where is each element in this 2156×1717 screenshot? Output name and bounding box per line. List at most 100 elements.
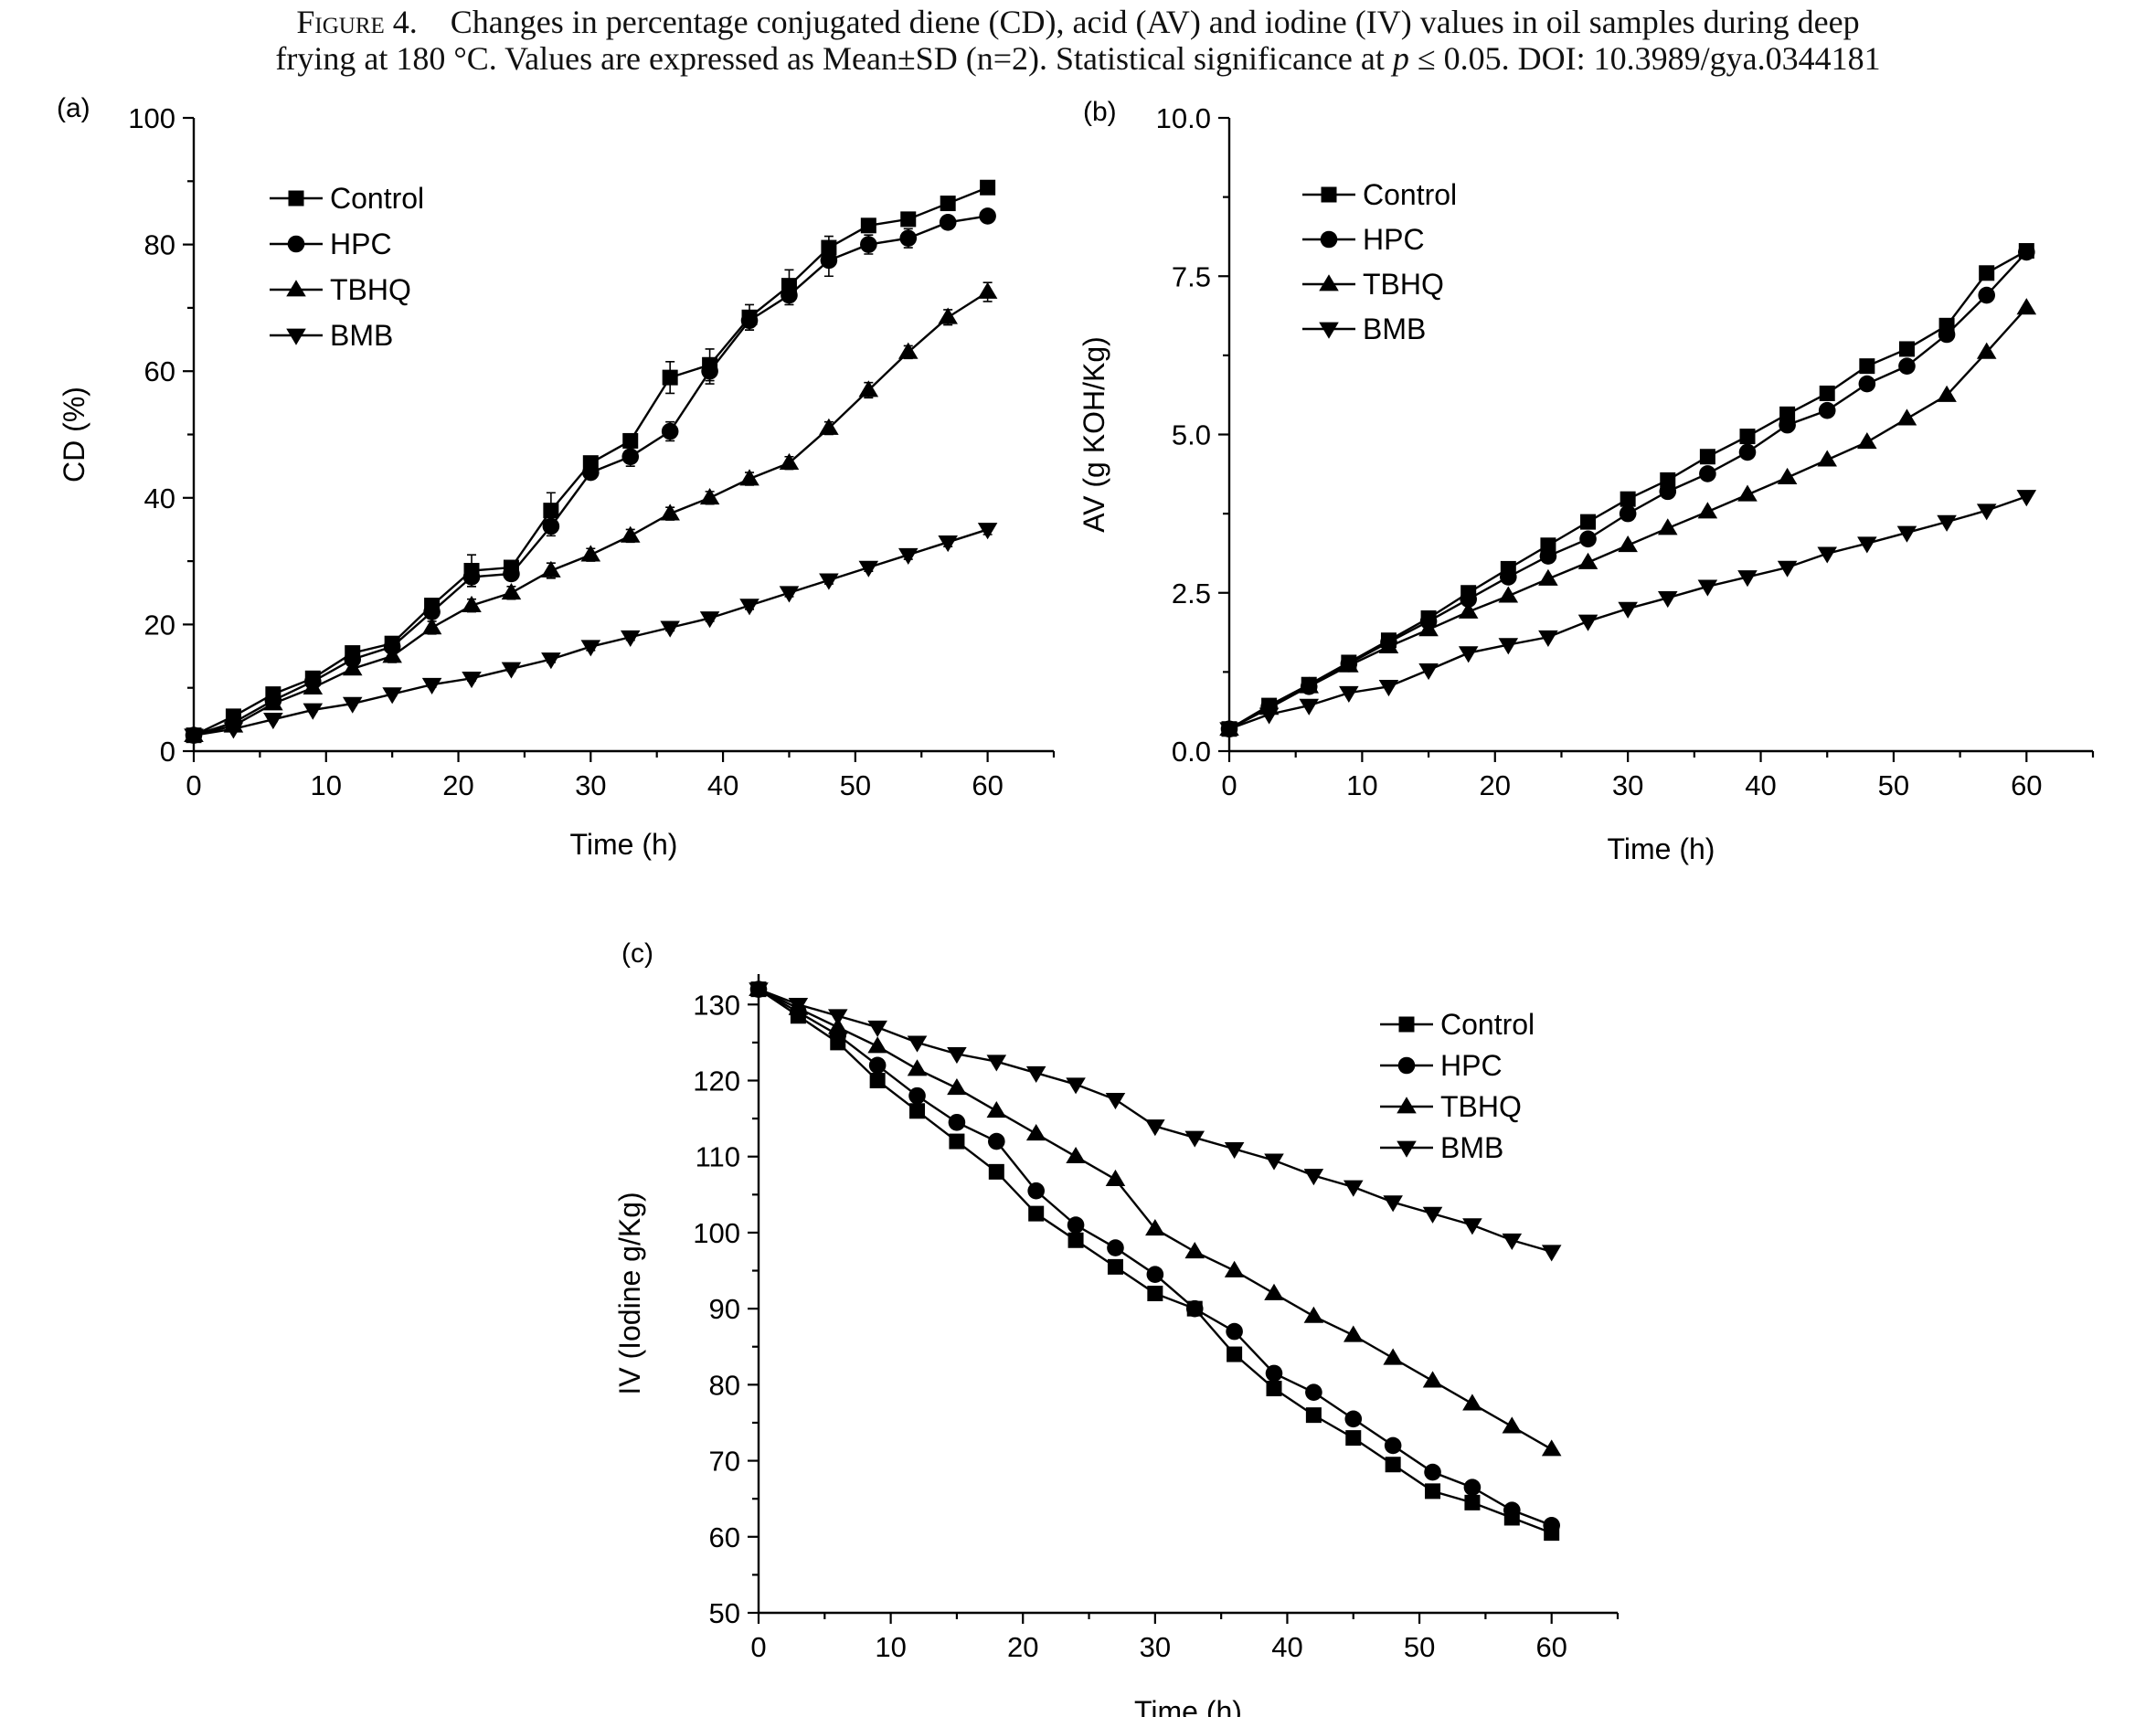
panel-c-control-point [949, 1133, 965, 1150]
panel-a-hpc-point [820, 251, 838, 270]
panel-c-tbhq-point [1224, 1260, 1245, 1277]
panel-a-hpc-point [582, 463, 600, 482]
panel-a-series-bmb [184, 523, 998, 746]
panel-a-x-tick-label: 0 [186, 769, 201, 801]
panel-c-hpc-point [1503, 1501, 1521, 1519]
panel-a-hpc-point [860, 236, 877, 253]
panel-c-hpc-point [1463, 1479, 1482, 1496]
panel-a-chart: (a) 0 10 20 30 40 50 60 0 20 40 60 80 100 Time (h) CD (… [57, 93, 1056, 861]
caption-text-2: frying at 180 °C. Values are expressed a… [275, 40, 1393, 77]
panel-c-bmb-point [947, 1047, 967, 1065]
panel-b-hpc-point [1898, 357, 1916, 375]
panel-a-tbhq-point [779, 452, 800, 471]
panel-c-bmb-point [749, 982, 769, 1000]
panel-b-legend-marker [1319, 322, 1339, 339]
panel-c-hpc-point [1424, 1463, 1441, 1481]
panel-c-legend-marker [1398, 1016, 1415, 1033]
panel-a-tbhq-point [421, 618, 442, 635]
panel-b-x-tick-label: 20 [1480, 769, 1511, 801]
panel-b-tbhq-point [1418, 620, 1439, 637]
panel-c-legend-label: Control [1440, 1008, 1535, 1041]
panel-c-bmb-point [1502, 1233, 1523, 1251]
panel-c-tbhq-point [1422, 1371, 1443, 1388]
panel-c-hpc-point [1107, 1239, 1124, 1256]
panel-a-series-control [186, 179, 996, 744]
panel-b-legend-label: BMB [1363, 313, 1426, 345]
panel-a-control-point [900, 211, 917, 228]
panel-a-bmb-point [223, 722, 244, 739]
panel-a-bmb-point [541, 652, 561, 670]
panel-a-bmb-point [938, 535, 958, 553]
panel-a-tbhq-point [858, 380, 879, 397]
caption-figure-label: Figure 4. [296, 4, 418, 40]
panel-b-bmb-point [1937, 514, 1957, 532]
panel-b-control-point [1859, 358, 1875, 375]
panel-a-bmb-point [858, 560, 879, 578]
panel-a-bmb-point [462, 671, 482, 689]
panel-b-y-tick-label: 5.0 [1172, 419, 1211, 451]
panel-b-tbhq-point [1458, 601, 1479, 619]
panel-a-tbhq-point [501, 582, 522, 600]
panel-c-y-tick-label: 60 [709, 1521, 740, 1553]
panel-c-x-tick-label: 20 [1007, 1631, 1038, 1663]
panel-b-bmb-point [1259, 707, 1280, 725]
panel-c-tbhq-point [1066, 1146, 1086, 1164]
panel-a-hpc-point [462, 568, 481, 586]
panel-b-hpc-point [1858, 375, 1876, 393]
panel-b-tbhq-point [1339, 655, 1359, 673]
panel-b-hpc-point [1539, 547, 1557, 565]
panel-a-hpc-point [939, 214, 957, 231]
panel-c-control-point [1028, 1205, 1045, 1222]
panel-a-control-point [543, 503, 559, 519]
panel-c-legend-label: TBHQ [1440, 1090, 1522, 1123]
panel-b-bmb-point [1817, 546, 1838, 564]
panel-c-control-point [1107, 1258, 1123, 1275]
panel-c-control-point [869, 1073, 886, 1088]
panel-b-tbhq-point [1737, 484, 1758, 502]
panel-b-hpc-point [1938, 325, 1956, 344]
panel-b-hpc-point [1619, 504, 1637, 523]
panel-c-tbhq-point [1025, 1123, 1046, 1141]
panel-b-tbhq-point [1378, 636, 1399, 653]
panel-c-bmb-point [1025, 1065, 1046, 1083]
panel-c-tbhq-point [986, 1101, 1007, 1118]
panel-c-bmb-point [1541, 1245, 1562, 1262]
panel-b-control-point [1819, 385, 1835, 401]
panel-b-hpc-point [1460, 590, 1477, 608]
caption-text-1: Changes in percentage conjugated diene (… [450, 4, 1860, 40]
panel-a-hpc-point [503, 565, 520, 583]
panel-b-control-point [1898, 341, 1915, 357]
panel-a-tbhq-point [462, 595, 482, 612]
panel-b-tbhq-point [1857, 432, 1877, 450]
panel-a-bmb-point [382, 687, 402, 705]
panel-c-tbhq-point [1264, 1283, 1284, 1300]
panel-b-hpc-point [1579, 530, 1597, 548]
panel-a-series-hpc [185, 207, 996, 744]
panel-c-hpc-point [908, 1086, 926, 1105]
panel-a-legend-marker [287, 235, 305, 253]
panel-b-bmb-point [1777, 560, 1798, 578]
panel-c-x-axis-title: Time (h) [1134, 1695, 1242, 1717]
panel-c-tbhq-point [907, 1059, 928, 1076]
panel-b-bmb-point [1976, 503, 1997, 521]
panel-a-bmb-point [660, 620, 680, 638]
panel-c-bmb-point [1224, 1142, 1245, 1160]
panel-a-tbhq-point [382, 646, 402, 663]
panel-c-hpc-point [1543, 1517, 1560, 1534]
panel-c-legend-label: HPC [1440, 1049, 1503, 1082]
panel-c-hpc-point [1185, 1299, 1204, 1318]
panel-c-bmb-point [788, 997, 809, 1015]
panel-c-chart: (c) 0 10 20 30 40 50 60 50 60 70 80 90 100 110 120 130 Ti… [613, 938, 1620, 1717]
panel-b-series-tbhq [1219, 298, 2037, 737]
panel-b-hpc-point [1659, 482, 1677, 501]
panel-b-tbhq-point [2016, 298, 2037, 315]
panel-c-tbhq-point [1343, 1325, 1364, 1342]
panel-b-tbhq-point [1538, 568, 1558, 586]
panel-c-control-point [1385, 1457, 1401, 1473]
panel-a-bmb-point [501, 662, 522, 679]
panel-a-bmb-point [263, 713, 283, 730]
panel-b-control-point [1580, 514, 1597, 530]
panel-b-chart: (b) 0 10 20 30 40 50 60 0.0 2.5 5.0 7.5 10.0 Time (h)… [1078, 97, 2095, 865]
panel-b-bmb-point [1378, 679, 1399, 697]
panel-a-y-tick-label: 20 [144, 609, 175, 641]
